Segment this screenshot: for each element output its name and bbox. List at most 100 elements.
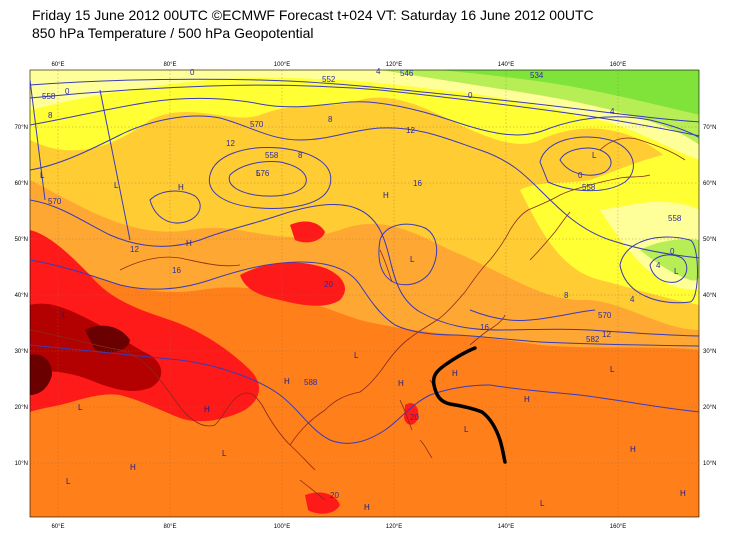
pressure-center: L (592, 151, 597, 160)
pressure-center: H (204, 405, 210, 414)
temp-region-maroon-2 (30, 354, 52, 395)
pressure-center: L (256, 169, 261, 178)
lon-tick: 60°E (51, 524, 64, 530)
temp-region-maroon-1 (85, 325, 130, 353)
pressure-center: L (464, 425, 469, 434)
pressure-center: L (66, 477, 71, 486)
pressure-center: H (630, 445, 636, 454)
pressure-center: L (674, 267, 679, 276)
temp-lobe-green-east (640, 239, 699, 281)
temp-band-green (440, 70, 699, 115)
temperature-field (30, 70, 699, 517)
contour-label: 558 (668, 214, 682, 223)
lat-tick: 30°N (703, 349, 716, 355)
map-title-line-1: Friday 15 June 2012 00UTC ©ECMWF Forecas… (32, 7, 594, 23)
contour-label: 8 (298, 151, 303, 160)
pressure-center: H (680, 489, 686, 498)
lon-tick: 160°E (610, 62, 626, 68)
map-title-line-2: 850 hPa Temperature / 500 hPa Geopotenti… (32, 25, 314, 41)
latitude-ticks-right: 70°N 60°N 50°N 40°N 30°N 20°N 10°N (703, 125, 716, 467)
contour-labels: 0 552 4 546 534 0 558 0 4 8 570 8 12 12 … (42, 67, 682, 500)
pressure-center: L (62, 311, 67, 320)
lat-tick: 60°N (703, 181, 716, 187)
pressure-center: L (354, 351, 359, 360)
longitude-ticks-bottom: 60°E 80°E 100°E 120°E 140°E 160°E (51, 524, 626, 530)
contour-label: 0 (578, 171, 583, 180)
lat-tick: 70°N (15, 125, 28, 131)
contour-label: 0 (65, 87, 70, 96)
pressure-center: H (383, 191, 389, 200)
lon-tick: 80°E (163, 524, 176, 530)
lon-tick: 100°E (274, 524, 290, 530)
contour-label: 534 (530, 71, 544, 80)
pressure-center: L (222, 449, 227, 458)
lat-tick: 20°N (703, 405, 716, 411)
contour-label: 570 (48, 197, 62, 206)
pressure-center: L (114, 181, 119, 190)
contour-label: 4 (376, 67, 381, 76)
lat-tick: 60°N (15, 181, 28, 187)
contour-label: 4 (656, 261, 661, 270)
contour-label: 0 (670, 247, 675, 256)
contour-label: 558 (42, 92, 56, 101)
contour-label: 552 (322, 75, 336, 84)
lon-tick: 140°E (498, 62, 514, 68)
pressure-center: H (398, 379, 404, 388)
longitude-ticks-top: 60°E 80°E 100°E 120°E 140°E 160°E (51, 62, 626, 68)
contour-label: 20 (410, 413, 419, 422)
pressure-center: L (40, 171, 45, 180)
pressure-center: L (78, 403, 83, 412)
pressure-center: H (524, 395, 530, 404)
contour-label: 576 (256, 169, 270, 178)
contour-label: 558 (582, 183, 596, 192)
pressure-center: H (284, 377, 290, 386)
pressure-center: L (610, 365, 615, 374)
contour-label: 12 (602, 330, 611, 339)
contour-label: 0 (468, 91, 473, 100)
temp-region-red-north (290, 221, 325, 243)
contour-label: 588 (304, 378, 318, 387)
lat-tick: 50°N (15, 237, 28, 243)
contours (30, 78, 699, 444)
temp-region-red-south (305, 492, 340, 514)
contour-label: 8 (564, 291, 569, 300)
lat-tick: 40°N (15, 293, 28, 299)
graticule (30, 70, 699, 517)
lat-tick: 40°N (703, 293, 716, 299)
contour-label: 16 (480, 323, 489, 332)
map-frame (29, 69, 700, 518)
pressure-center: L (540, 499, 545, 508)
contour-label: 4 (610, 107, 615, 116)
contour-label: 4 (630, 295, 635, 304)
contour-label: 8 (48, 111, 53, 120)
lat-tick: 10°N (703, 461, 716, 467)
latitude-ticks-left: 70°N 60°N 50°N 40°N 30°N 20°N 10°N (15, 125, 28, 467)
contour-label: 16 (172, 266, 181, 275)
lat-tick: 50°N (703, 237, 716, 243)
contour-label: 582 (586, 335, 600, 344)
contour-label: 20 (324, 280, 333, 289)
contour-label: 20 (330, 491, 339, 500)
lon-tick: 160°E (610, 524, 626, 530)
lon-tick: 140°E (498, 524, 514, 530)
contour-label: 12 (130, 245, 139, 254)
pressure-center: H (178, 183, 184, 192)
lon-tick: 120°E (386, 62, 402, 68)
contour-label: 12 (226, 139, 235, 148)
lat-tick: 10°N (15, 461, 28, 467)
lon-tick: 60°E (51, 62, 64, 68)
contour-label: 570 (250, 120, 264, 129)
temp-region-red-china (240, 262, 345, 306)
lon-tick: 100°E (274, 62, 290, 68)
lon-tick: 80°E (163, 62, 176, 68)
pressure-centers: L L H L H L L H L L H L H H L H L H L L … (40, 151, 686, 512)
contour-label: 8 (328, 115, 333, 124)
pressure-center: H (452, 369, 458, 378)
pressure-center: H (130, 463, 136, 472)
pressure-center: H (364, 503, 370, 512)
lat-tick: 30°N (15, 349, 28, 355)
contour-label: 558 (265, 151, 279, 160)
contour-label: 0 (190, 68, 195, 77)
pressure-center: H (186, 239, 192, 248)
